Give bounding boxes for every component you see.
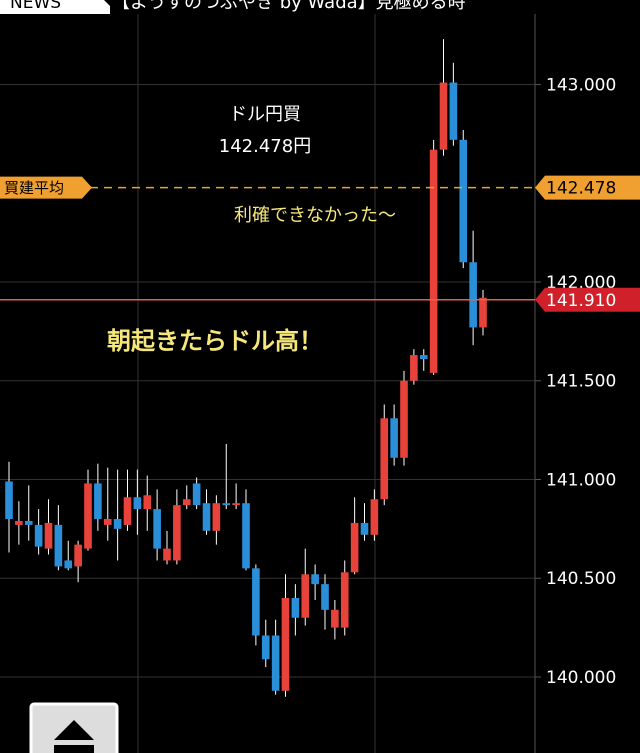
y-tick-label: 143.000: [546, 76, 616, 96]
news-tab[interactable]: [0, 0, 110, 14]
avg-value-label: 142.478: [546, 179, 616, 199]
annotation: 利確できなかった～: [234, 205, 396, 226]
y-tick-label: 140.000: [546, 668, 616, 688]
candle-body: [103, 518, 112, 525]
candle-body: [261, 635, 270, 660]
candle-body: [24, 520, 33, 525]
candle-body: [84, 483, 92, 549]
candle-body: [439, 82, 448, 150]
candle-body: [291, 597, 300, 618]
candle-body: [113, 518, 122, 529]
candle-body: [74, 544, 82, 567]
y-tick-label: 141.500: [546, 372, 616, 392]
candle-body: [350, 522, 359, 573]
candle-body: [34, 524, 43, 547]
candle-body: [370, 499, 379, 535]
candle-body: [163, 548, 171, 561]
current-price-bg: [535, 287, 640, 312]
candle-body: [54, 524, 63, 567]
candle-body: [419, 355, 428, 360]
candle-body: [271, 635, 280, 691]
up-arrow-icon[interactable]: [54, 720, 94, 753]
candle-body: [449, 82, 458, 140]
annotation: 朝起きたらドル高！: [107, 327, 323, 355]
candle-body: [44, 522, 53, 549]
candle-body: [192, 483, 201, 506]
candle-body: [410, 355, 418, 381]
candle-body: [64, 560, 73, 569]
candle-body: [5, 481, 13, 519]
news-tab-label[interactable]: NEWS: [10, 0, 61, 13]
candle-body: [301, 574, 310, 618]
candle-body: [469, 262, 477, 328]
candle-body: [202, 503, 211, 531]
candle-body: [15, 520, 23, 525]
candle-body: [340, 572, 349, 628]
candle-body: [153, 509, 161, 549]
candle-body: [173, 505, 181, 561]
candle-body: [400, 380, 408, 458]
candle-body: [143, 495, 152, 510]
candle-body: [360, 522, 369, 535]
candle-body: [222, 503, 231, 506]
candle-body: [321, 584, 329, 610]
candle-body: [331, 609, 339, 628]
current-price-label: 141.910: [546, 291, 616, 311]
candle-body: [281, 597, 290, 691]
candle-body: [242, 503, 250, 569]
candle-body: [123, 497, 132, 525]
headline[interactable]: 【ようすのつぶやき by Wada】見極める時: [112, 0, 466, 13]
candle-body: [232, 503, 240, 506]
candle-body: [212, 503, 221, 531]
candle-body: [311, 574, 319, 585]
avg-label-bg: [0, 176, 92, 199]
annotation: 142.478円: [219, 136, 311, 157]
candle-body: [479, 297, 487, 328]
avg-value-bg: [535, 175, 640, 200]
candle-body: [390, 418, 398, 458]
candle-body: [94, 483, 102, 519]
candle-body: [380, 418, 389, 500]
candle-body: [459, 139, 468, 263]
y-tick-label: 140.500: [546, 569, 616, 589]
candle-body: [182, 499, 191, 506]
annotation: ドル円買: [229, 104, 301, 125]
candle-body: [133, 497, 142, 510]
avg-label: 買建平均: [4, 179, 64, 197]
y-tick-label: 141.000: [546, 470, 616, 490]
candle-body: [252, 568, 260, 636]
candle-body: [429, 149, 438, 373]
